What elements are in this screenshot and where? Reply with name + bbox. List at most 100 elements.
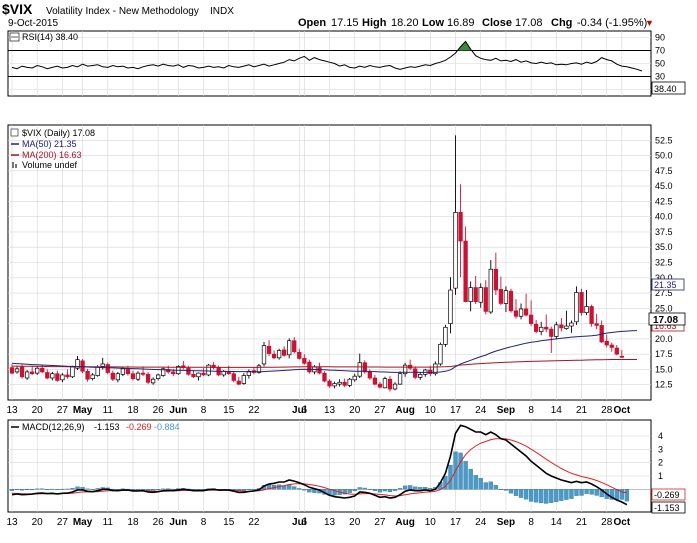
candle (438, 342, 443, 366)
candle (60, 373, 65, 383)
x-axis-label: 13 (6, 405, 18, 416)
high-value: 18.20 (391, 17, 419, 29)
candle (191, 370, 196, 378)
macd-signal-last: -0.269 (654, 490, 680, 500)
price-legend-main: $VIX (Daily) 17.08 (22, 128, 95, 138)
price-tick-label: 17.5 (655, 349, 673, 359)
macd-hist-bar (352, 489, 357, 492)
macd-hist-bar (85, 488, 90, 490)
macd-legend-signal: -0.269 (126, 422, 152, 432)
macd-hist-bar (90, 489, 95, 490)
x-axis-label: 15 (223, 405, 235, 416)
x-axis-label: 27 (374, 517, 386, 528)
macd-hist-bar (251, 489, 257, 490)
x-axis-label: 21 (576, 517, 588, 528)
macd-hist-bar (463, 461, 468, 490)
macd-hist-bar (428, 487, 433, 490)
candle (287, 338, 292, 359)
macd-hist-bar (559, 489, 564, 501)
x-axis-label: 20 (32, 405, 44, 416)
candle (508, 288, 514, 313)
x-axis-label: 11 (103, 405, 114, 416)
chart-symbol: $VIX (2, 1, 33, 17)
macd-hist-bar (14, 489, 20, 491)
candle (523, 293, 529, 317)
candle (332, 381, 337, 389)
macd-hist-bar (65, 488, 70, 490)
chart-exchange: INDX (210, 6, 234, 17)
candle (443, 324, 448, 347)
candle (145, 371, 151, 385)
candle (196, 372, 201, 381)
macd-hist-bar (35, 488, 40, 490)
macd-hist-bar (584, 489, 589, 494)
close-value: 17.08 (515, 17, 543, 29)
macd-legend-macd: -1.153 (94, 422, 120, 432)
candle (483, 280, 488, 315)
price-tick-label: 52.5 (655, 135, 673, 145)
candle (458, 184, 463, 278)
macd-hist-bar (357, 487, 362, 490)
macd-hist-bar (140, 489, 146, 490)
macd-hist-bar (80, 487, 85, 490)
macd-hist-bar (397, 488, 403, 490)
price-tick-label: 20.0 (655, 334, 673, 344)
price-tick-label: 40.0 (655, 212, 673, 222)
candle (377, 381, 383, 389)
macd-hist-bar (292, 486, 297, 490)
x-axis-label: 22 (248, 517, 260, 528)
x-axis-label: 20 (349, 517, 361, 528)
macd-hist-bar (297, 488, 302, 490)
macd-hist-bar (518, 489, 524, 498)
macd-hist-bar (9, 489, 15, 491)
candle (206, 363, 211, 377)
candle (75, 356, 80, 371)
candle (382, 376, 388, 389)
x-axis-label: Oct (614, 517, 631, 528)
macd-hist-bar (19, 489, 25, 491)
ma50-legend: MA(50) 21.35 (22, 139, 77, 149)
open-label: Open (298, 17, 326, 29)
candle (503, 286, 509, 312)
macd-hist-bar (130, 489, 136, 490)
x-axis-label: 27 (57, 405, 69, 416)
candle (322, 371, 327, 383)
candle (589, 304, 594, 327)
candle (413, 366, 418, 380)
macd-hist-bar (528, 489, 534, 502)
candle (463, 226, 468, 303)
macd-hist-bar (458, 452, 463, 490)
candle (478, 283, 483, 308)
price-tick-label: 25.0 (655, 303, 673, 313)
macd-hist-bar (362, 487, 367, 490)
quote-summary: Open 17.15 High 18.20 Low 16.89 Close 17… (298, 17, 654, 29)
macd-hist-bar (508, 489, 514, 494)
candle (55, 370, 60, 382)
price-tick-label: 12.5 (655, 380, 673, 390)
macd-hist-bar (332, 489, 337, 496)
macd-hist-bar (171, 488, 176, 490)
candle (584, 290, 589, 316)
x-axis-label: Jul (292, 405, 307, 416)
macd-hist-bar (594, 489, 599, 496)
x-axis-label: 13 (324, 405, 336, 416)
x-axis-label: 8 (201, 517, 207, 528)
price-tick-label: 15.0 (655, 364, 673, 374)
macd-legend: MACD(12,26,9) -1.153 -0.269 -0.884 (11, 422, 180, 432)
macd-hist-bar (392, 489, 398, 491)
candle (14, 365, 20, 374)
macd-hist-bar (488, 481, 493, 490)
x-axis-label: 18 (127, 517, 139, 528)
x-axis-label: Jul (292, 517, 307, 528)
candle (619, 349, 624, 358)
macd-hist-bar (342, 489, 347, 495)
macd-hist-bar (95, 488, 100, 490)
macd-hist-bar (478, 477, 483, 490)
x-axis-label: 8 (201, 405, 207, 416)
x-axis-label: 10 (425, 405, 437, 416)
macd-hist-bar (554, 489, 559, 502)
candle (161, 367, 166, 377)
candle (135, 371, 141, 382)
macd-hist-bar (513, 489, 519, 496)
